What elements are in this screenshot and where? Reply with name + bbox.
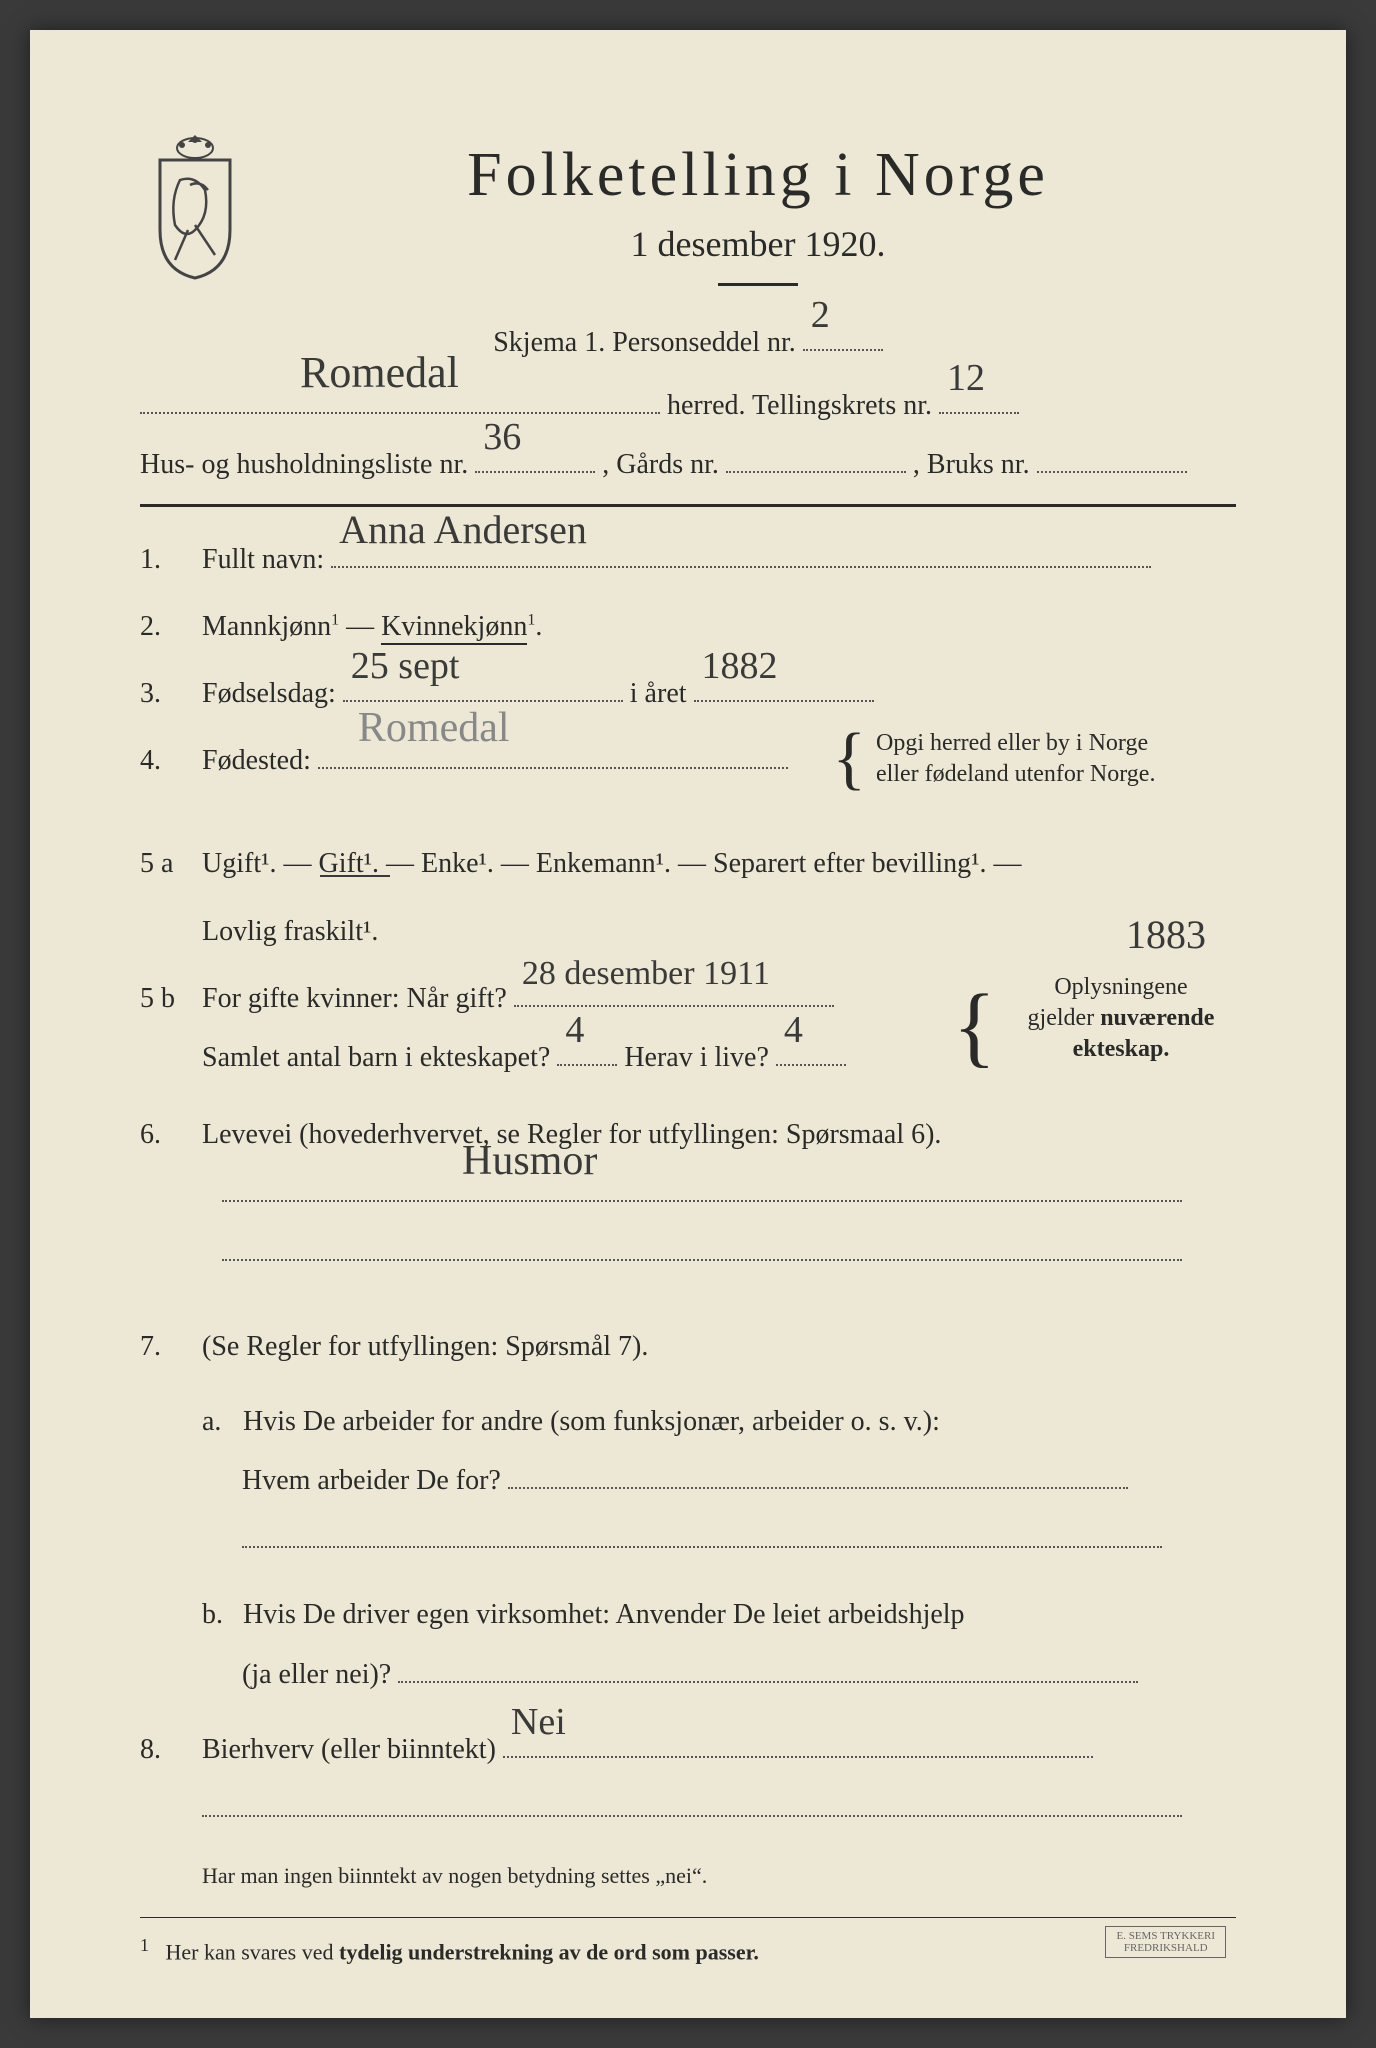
subtitle: 1 desember 1920. xyxy=(280,223,1236,265)
q7b-text1: Hvis De driver egen virksomhet: Anvender… xyxy=(243,1599,965,1630)
q4-value: Romedal xyxy=(358,689,510,769)
herred-row: Romedal herred. Tellingskrets nr. 12 xyxy=(140,379,1236,432)
q5b-l2-mid: Herav i live? xyxy=(624,1042,769,1073)
q2-num: 2. xyxy=(140,600,188,653)
herred-name: Romedal xyxy=(300,331,459,415)
q6: 6. Levevei (hovederhvervet, se Regler fo… xyxy=(140,1108,1236,1161)
q7: 7. (Se Regler for utfyllingen: Spørsmål … xyxy=(140,1320,1236,1373)
q6-value-row: Husmor xyxy=(140,1167,1236,1220)
q2-mann: Mannkjønn xyxy=(202,611,331,642)
q2: 2. Mannkjønn1 — Kvinnekjønn1. xyxy=(140,600,1236,653)
census-form-page: Folketelling i Norge 1 desember 1920. Sk… xyxy=(30,30,1346,2018)
q5b-l2: Samlet antal barn i ekteskapet? 4 Herav … xyxy=(140,1031,1236,1084)
q4-num: 4. xyxy=(140,734,188,787)
tellingskrets-nr: 12 xyxy=(947,342,985,414)
q7a-text2: Hvem arbeider De for? xyxy=(242,1465,501,1496)
q7a-label: a. xyxy=(202,1395,236,1448)
q4-label: Fødested: xyxy=(202,745,311,776)
q3-num: 3. xyxy=(140,667,188,720)
q3: 3. Fødselsdag: 25 sept i året 1882 xyxy=(140,667,1236,720)
q5b-num: 5 b xyxy=(140,972,188,1025)
q7a-blank xyxy=(140,1513,1236,1566)
q1-label: Fullt navn: xyxy=(202,544,324,575)
coat-of-arms-icon xyxy=(140,130,250,280)
q1-value: Anna Andersen xyxy=(339,492,587,568)
q8-label: Bierhverv (eller biinntekt) xyxy=(202,1734,496,1765)
q7b-label: b. xyxy=(202,1588,236,1641)
q8-blank xyxy=(140,1782,1236,1835)
q6-num: 6. xyxy=(140,1108,188,1161)
hus-label: Hus- og husholdningsliste nr. xyxy=(140,449,468,480)
q4: 4. Fødested: Romedal { Opgi herred eller… xyxy=(140,734,1236,787)
q5b-margin-year: 1883 xyxy=(1126,897,1206,973)
q6-value: Husmor xyxy=(462,1122,597,1202)
q5a-opts2: Lovlig fraskilt¹. xyxy=(202,916,378,947)
q5b-l2-val: 4 xyxy=(565,994,584,1066)
title-block: Folketelling i Norge 1 desember 1920. xyxy=(280,130,1236,286)
q5a-num: 5 a xyxy=(140,837,188,890)
q3-label: Fødselsdag: xyxy=(202,678,336,709)
printer-stamp: E. SEMS TRYKKERIFREDRIKSHALD xyxy=(1105,1926,1226,1958)
title-rule xyxy=(718,283,798,286)
q7-label: (Se Regler for utfyllingen: Spørsmål 7). xyxy=(202,1331,648,1362)
q7-num: 7. xyxy=(140,1320,188,1373)
q5a: 5 a Ugift¹. — Gift¹. — Enke¹. — Enkemann… xyxy=(140,837,1236,890)
q8-value: Nei xyxy=(511,1686,566,1758)
main-title: Folketelling i Norge xyxy=(280,140,1236,211)
bruks-label: , Bruks nr. xyxy=(913,449,1030,480)
q3-year: 1882 xyxy=(702,630,778,702)
q3-mid: i året xyxy=(630,678,687,709)
footnote-nei: Har man ingen biinntekt av nogen betydni… xyxy=(140,1855,1236,1897)
q5b-l2-pre: Samlet antal barn i ekteskapet? xyxy=(202,1042,550,1073)
q7a-text1: Hvis De arbeider for andre (som funksjon… xyxy=(243,1406,940,1437)
q8: 8. Bierhverv (eller biinntekt) Nei xyxy=(140,1723,1236,1776)
header: Folketelling i Norge 1 desember 1920. xyxy=(140,130,1236,286)
q5b-l1: 5 b For gifte kvinner: Når gift? 28 dese… xyxy=(140,972,1236,1025)
divider-thick xyxy=(140,504,1236,507)
gift-underline xyxy=(320,875,390,877)
q6-blank2 xyxy=(140,1226,1236,1279)
q5b-l1-val: 28 desember 1911 xyxy=(522,942,770,1007)
brace-icon: { xyxy=(832,738,866,780)
personseddel-nr: 2 xyxy=(811,279,830,351)
herred-label: herred. Tellingskrets nr. xyxy=(667,390,932,421)
hus-row: Hus- og husholdningsliste nr. 36 , Gårds… xyxy=(140,438,1236,491)
q5b-l2-val2: 4 xyxy=(784,994,803,1066)
q7a-l1: a. Hvis De arbeider for andre (som funks… xyxy=(140,1395,1236,1448)
q7b-l1: b. Hvis De driver egen virksomhet: Anven… xyxy=(140,1588,1236,1641)
q7b-text2: (ja eller nei)? xyxy=(242,1659,391,1690)
q1: 1. Fullt navn: Anna Andersen xyxy=(140,533,1236,586)
q1-num: 1. xyxy=(140,533,188,586)
q7a-l2: Hvem arbeider De for? xyxy=(140,1454,1236,1507)
divider-thin xyxy=(140,1917,1236,1918)
form-body: Skjema 1. Personseddel nr. 2 Romedal her… xyxy=(140,316,1236,1973)
q5b-l1-pre: For gifte kvinner: Når gift? xyxy=(202,983,507,1014)
q7b-l2: (ja eller nei)? xyxy=(140,1648,1236,1701)
footnote-1: 1 Her kan svares ved tydelig understrekn… xyxy=(140,1928,1236,1973)
schema-label: Skjema 1. Personseddel nr. xyxy=(493,327,796,358)
q8-num: 8. xyxy=(140,1723,188,1776)
q4-note: Opgi herred eller by i Norge eller fødel… xyxy=(876,728,1236,790)
hus-nr: 36 xyxy=(483,401,521,473)
gards-label: , Gårds nr. xyxy=(602,449,719,480)
